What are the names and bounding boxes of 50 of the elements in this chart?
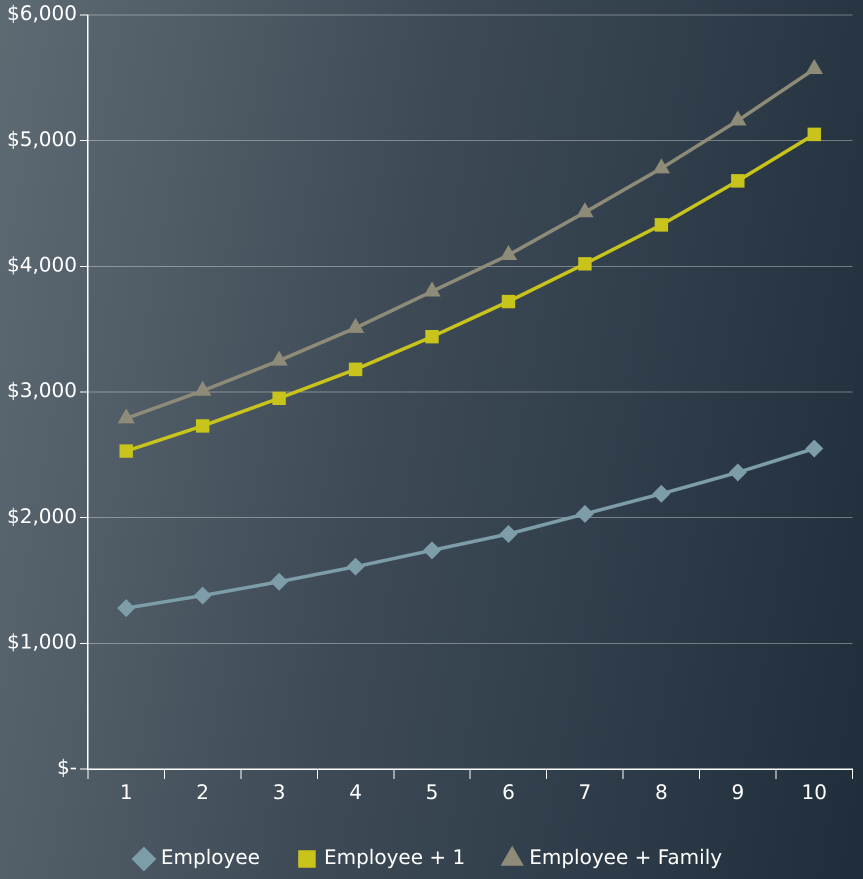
point xyxy=(272,352,286,366)
point xyxy=(654,218,668,232)
point xyxy=(348,320,363,333)
point xyxy=(424,283,440,296)
legend-label: Employee + Family xyxy=(529,845,722,870)
point xyxy=(118,410,134,424)
y-tick-label: $- xyxy=(57,755,77,780)
y-tick-label: $6,000 xyxy=(6,1,77,26)
point xyxy=(347,558,364,575)
point xyxy=(730,112,746,126)
point xyxy=(806,60,822,74)
point xyxy=(578,204,592,218)
y-tick-label: $3,000 xyxy=(6,378,77,402)
point xyxy=(500,526,517,542)
point xyxy=(730,464,746,481)
x-tick-label: 8 xyxy=(655,780,668,804)
point xyxy=(424,542,440,559)
y-tick-label: $5,000 xyxy=(6,126,77,151)
x-tick-label: 10 xyxy=(802,780,827,804)
point xyxy=(425,330,439,344)
point xyxy=(654,160,669,174)
point xyxy=(348,362,362,376)
point xyxy=(576,506,594,522)
point xyxy=(578,257,592,271)
x-tick-label: 5 xyxy=(426,780,438,804)
x-tick-label: 4 xyxy=(349,780,362,804)
x-tick-label: 7 xyxy=(578,780,592,804)
point xyxy=(196,419,210,433)
point xyxy=(194,587,211,604)
x-tick-label: 6 xyxy=(502,780,515,804)
y-tick-label: $1,000 xyxy=(6,630,77,654)
point xyxy=(270,574,288,590)
point xyxy=(808,128,821,142)
point xyxy=(120,444,133,458)
point xyxy=(502,294,516,308)
point xyxy=(501,246,516,260)
x-tick-label: 3 xyxy=(272,780,286,804)
y-tick-label: $2,000 xyxy=(6,504,77,528)
point xyxy=(653,486,670,502)
legend-label: Employee xyxy=(160,845,260,870)
x-tick-label: 1 xyxy=(120,780,133,804)
point xyxy=(118,600,134,616)
point xyxy=(272,392,286,405)
point xyxy=(195,382,210,396)
point xyxy=(731,174,745,188)
legend-label: Employee + 1 xyxy=(324,845,466,870)
y-tick-label: $4,000 xyxy=(6,252,77,277)
x-tick-label: 2 xyxy=(196,780,210,804)
point xyxy=(806,440,823,457)
x-tick-label: 9 xyxy=(731,780,744,804)
